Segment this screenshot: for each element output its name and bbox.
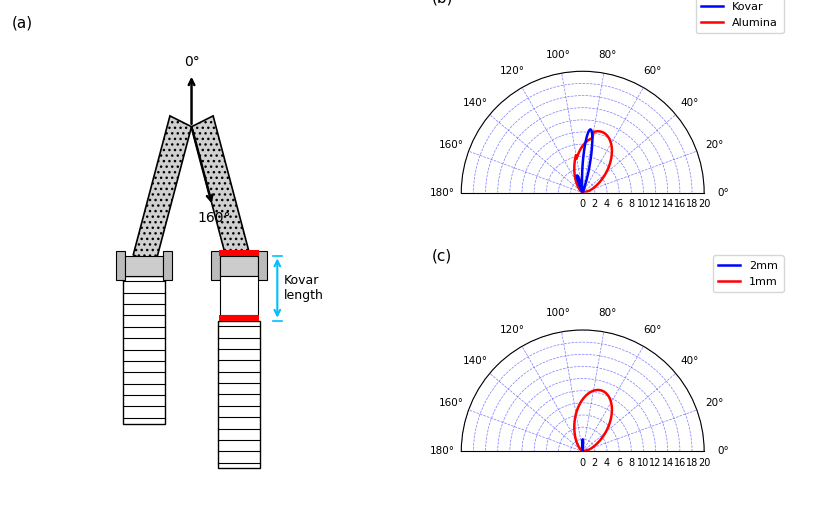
Polygon shape: [192, 116, 250, 266]
Legend: 2mm, 1mm: 2mm, 1mm: [712, 256, 783, 292]
Bar: [125, 256, 163, 276]
Legend: Kovar, Alumina: Kovar, Alumina: [695, 0, 783, 33]
Bar: [117, 251, 125, 280]
Bar: [258, 251, 267, 280]
Text: Kovar
length: Kovar length: [284, 274, 324, 302]
Bar: [211, 251, 220, 280]
Text: 0°: 0°: [183, 54, 200, 69]
Bar: [163, 251, 172, 280]
Bar: [219, 315, 259, 320]
Bar: [220, 256, 258, 276]
Text: (c): (c): [432, 249, 452, 264]
Bar: [219, 250, 259, 256]
Bar: [123, 276, 165, 423]
Polygon shape: [133, 116, 192, 266]
Bar: [220, 276, 258, 315]
Text: 160°: 160°: [197, 211, 231, 225]
Bar: [218, 320, 260, 468]
Text: (a): (a): [11, 16, 33, 31]
Text: (b): (b): [432, 0, 454, 5]
